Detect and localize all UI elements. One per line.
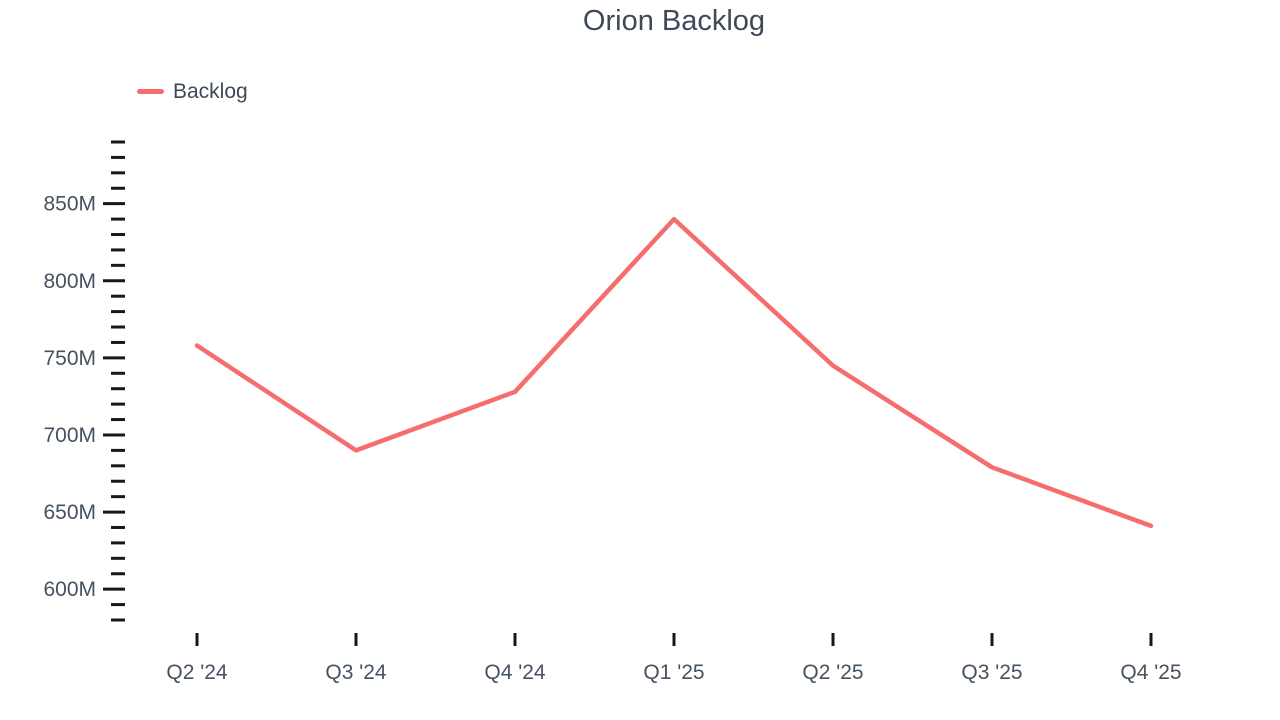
x-axis-label: Q2 '24 xyxy=(166,661,228,684)
legend-label: Backlog xyxy=(173,80,248,103)
y-axis-label: 600M xyxy=(43,578,96,601)
y-axis-label: 750M xyxy=(43,347,96,370)
x-axis-label: Q1 '25 xyxy=(643,661,704,684)
chart-title: Orion Backlog xyxy=(582,5,766,37)
x-axis-label: Q4 '25 xyxy=(1120,661,1181,684)
legend: Backlog xyxy=(137,81,248,102)
x-axis-label: Q4 '24 xyxy=(484,661,546,684)
series-line-backlog xyxy=(194,216,1154,529)
x-axis-label: Q3 '25 xyxy=(961,661,1022,684)
y-axis-label: 800M xyxy=(43,270,96,293)
x-axis-label: Q3 '24 xyxy=(325,661,387,684)
y-axis-label: 650M xyxy=(43,501,96,524)
x-axis-label: Q2 '25 xyxy=(802,661,863,684)
legend-line-swatch xyxy=(137,89,164,94)
legend-item-backlog[interactable]: Backlog xyxy=(137,81,248,102)
y-axis-label: 850M xyxy=(43,193,96,216)
y-axis-label: 700M xyxy=(43,424,96,447)
